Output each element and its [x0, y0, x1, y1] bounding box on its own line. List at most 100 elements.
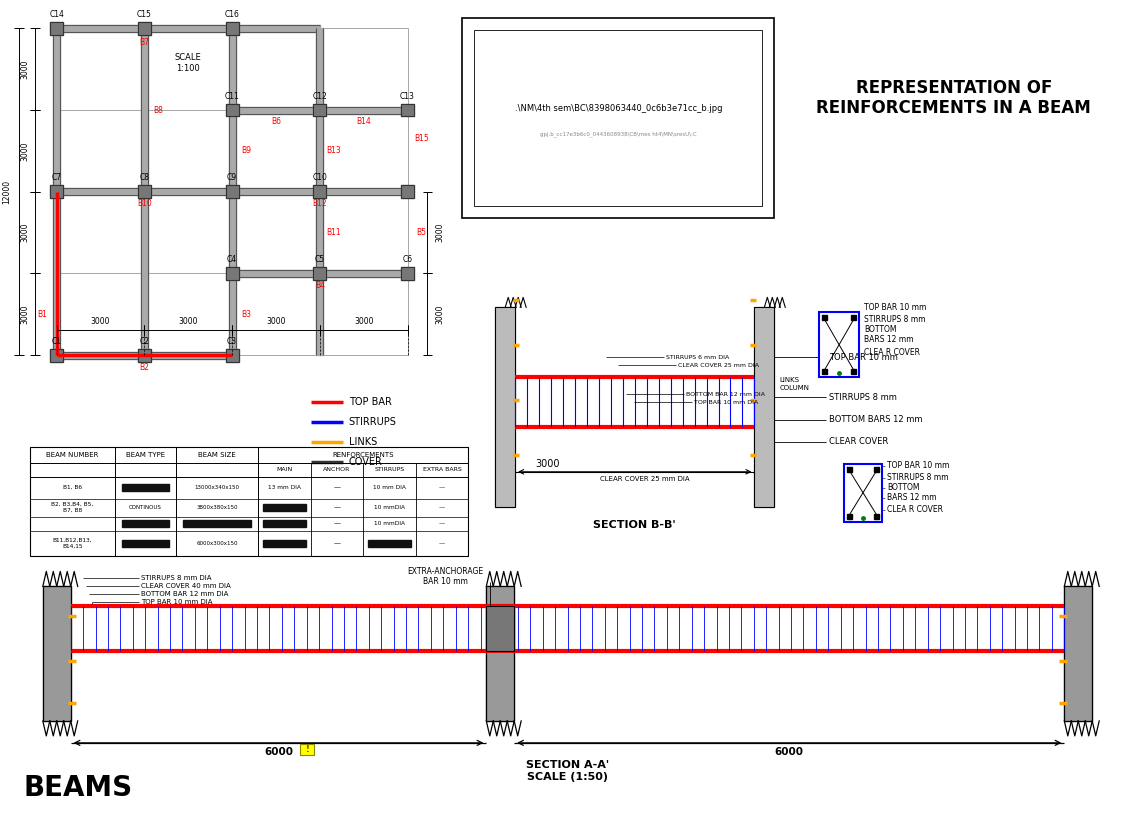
Bar — [819, 312, 859, 377]
Text: C15: C15 — [137, 10, 152, 19]
Text: C10: C10 — [312, 173, 327, 182]
Text: STIRRUPS 8 mm: STIRRUPS 8 mm — [829, 392, 897, 401]
Text: TOP BAR 10 mm: TOP BAR 10 mm — [887, 462, 950, 471]
Bar — [1064, 587, 1093, 721]
Bar — [232, 106, 407, 114]
Text: 6000: 6000 — [264, 747, 293, 757]
Text: C1: C1 — [51, 337, 62, 346]
Text: EXTRA BARS: EXTRA BARS — [422, 467, 461, 472]
Text: gpj.b_cc17e3b6c0_0443608938\CB\mes ht4\MN\sresU\:C: gpj.b_cc17e3b6c0_0443608938\CB\mes ht4\M… — [540, 131, 697, 136]
Text: BEAM TYPE: BEAM TYPE — [126, 452, 165, 458]
Bar — [317, 192, 324, 355]
Text: .\NM\4th sem\BC\8398063440_0c6b3e71cc_b.jpg: .\NM\4th sem\BC\8398063440_0c6b3e71cc_b.… — [515, 104, 722, 113]
Text: TOP BAR 10 mm: TOP BAR 10 mm — [829, 353, 898, 362]
Text: 3000: 3000 — [353, 317, 373, 326]
Text: CLEA R COVER: CLEA R COVER — [887, 505, 943, 514]
Bar — [313, 185, 326, 199]
Text: 12000: 12000 — [2, 180, 11, 203]
Bar — [486, 587, 514, 721]
Text: B11,B12,B13,
B14,15: B11,B12,B13, B14,15 — [53, 538, 92, 549]
Text: CLEAR COVER 40 mm DIA: CLEAR COVER 40 mm DIA — [142, 583, 231, 589]
Bar — [402, 185, 414, 199]
Bar — [313, 267, 326, 280]
Text: BOTTOM: BOTTOM — [864, 325, 897, 334]
Bar — [225, 185, 239, 199]
Bar — [495, 307, 515, 507]
Text: TOP BAR 10 mm DIA: TOP BAR 10 mm DIA — [693, 400, 758, 404]
Bar — [50, 349, 63, 362]
Text: —: — — [439, 485, 445, 490]
Bar — [874, 514, 879, 519]
Text: BARS 12 mm: BARS 12 mm — [887, 493, 937, 502]
Bar — [50, 185, 63, 199]
Bar — [313, 267, 326, 280]
Text: TOP BAR 10 mm DIA: TOP BAR 10 mm DIA — [142, 600, 213, 605]
Bar — [313, 104, 326, 117]
Text: 3000: 3000 — [535, 459, 559, 469]
Text: 3000: 3000 — [178, 317, 198, 326]
Bar — [1064, 587, 1093, 721]
Text: LINKS: LINKS — [779, 377, 800, 383]
Text: 3000: 3000 — [435, 223, 444, 243]
Text: B13: B13 — [326, 146, 341, 155]
Text: —: — — [439, 541, 445, 546]
Bar — [823, 369, 827, 374]
Bar — [313, 185, 326, 199]
Text: 3000: 3000 — [90, 317, 110, 326]
Text: 3000: 3000 — [21, 223, 30, 243]
Text: B15: B15 — [414, 135, 429, 144]
Bar — [823, 315, 827, 320]
Bar — [225, 267, 239, 280]
Bar — [121, 484, 169, 491]
Bar — [851, 315, 856, 320]
Text: STIRRUPS 8 mm: STIRRUPS 8 mm — [887, 473, 948, 482]
Bar — [754, 307, 774, 507]
Text: CLEAR COVER: CLEAR COVER — [829, 437, 889, 446]
Bar — [229, 29, 236, 192]
Text: BOTTOM BAR 12 mm DIA: BOTTOM BAR 12 mm DIA — [685, 391, 765, 396]
Bar — [402, 185, 414, 199]
Text: 3800x380x150: 3800x380x150 — [197, 505, 238, 510]
Bar — [30, 447, 468, 556]
Bar — [50, 22, 63, 35]
Text: —: — — [333, 484, 341, 491]
Text: —: — — [333, 520, 341, 527]
Bar — [42, 587, 71, 721]
Text: 10 mmDIA: 10 mmDIA — [374, 505, 405, 510]
Text: ANCHOR: ANCHOR — [324, 467, 350, 472]
Text: 3000: 3000 — [21, 141, 30, 161]
Bar — [754, 307, 774, 507]
Bar — [57, 25, 320, 32]
Text: 3000: 3000 — [21, 60, 30, 79]
Bar — [54, 29, 61, 192]
Text: 6000: 6000 — [774, 747, 804, 757]
Text: C8: C8 — [140, 173, 150, 182]
Text: B3: B3 — [241, 310, 252, 319]
Text: 3000: 3000 — [21, 305, 30, 324]
Bar — [225, 104, 239, 117]
Text: 13 mm DIA: 13 mm DIA — [268, 485, 301, 490]
Text: C13: C13 — [400, 92, 415, 100]
Text: RENFORCEMENTS: RENFORCEMENTS — [333, 452, 394, 458]
Bar — [263, 540, 305, 547]
Text: 13000x340x150: 13000x340x150 — [194, 485, 240, 490]
Text: !: ! — [305, 745, 309, 754]
Bar — [313, 104, 326, 117]
Bar — [138, 22, 151, 35]
Bar — [121, 520, 169, 527]
Text: LINKS: LINKS — [349, 437, 378, 447]
Bar — [225, 349, 239, 362]
Bar — [138, 185, 151, 199]
Text: 3000: 3000 — [267, 317, 286, 326]
Text: BEAMS: BEAMS — [24, 774, 133, 801]
Bar — [138, 185, 151, 199]
Text: REPRESENTATION OF
REINFORCEMENTS IN A BEAM: REPRESENTATION OF REINFORCEMENTS IN A BE… — [817, 78, 1091, 118]
Bar — [225, 349, 239, 362]
Bar — [462, 18, 774, 217]
Bar — [368, 540, 411, 547]
Bar — [402, 267, 414, 280]
Text: STIRRUPS 8 mm: STIRRUPS 8 mm — [864, 315, 925, 324]
Bar — [50, 185, 63, 199]
Text: C4: C4 — [228, 255, 237, 264]
Bar — [42, 587, 71, 721]
